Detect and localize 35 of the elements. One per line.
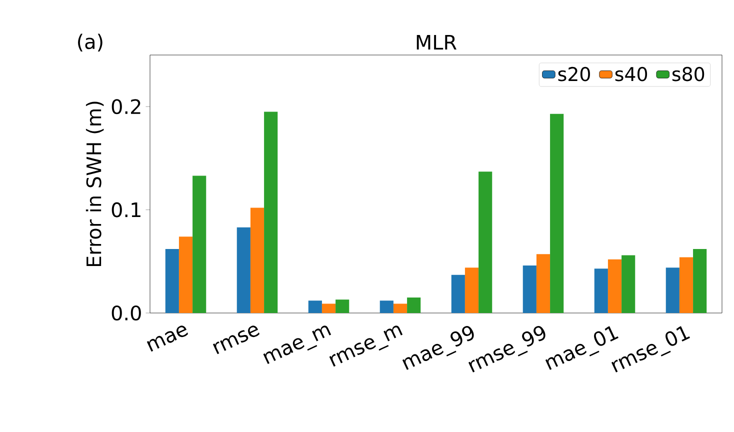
bar xyxy=(464,268,479,313)
x-tick-label: rmse xyxy=(212,326,260,354)
bar xyxy=(478,172,492,313)
bar xyxy=(393,304,408,313)
y-tick-label: 0.0 xyxy=(112,305,141,321)
bar xyxy=(407,298,421,313)
bar xyxy=(594,268,608,313)
y-axis-title: Error in SWH (m) xyxy=(86,102,104,266)
bar xyxy=(380,300,394,313)
y-tick-label: 0.2 xyxy=(112,99,140,114)
bar xyxy=(178,236,193,313)
legend-label: s20 xyxy=(558,66,590,82)
bar xyxy=(679,257,694,313)
bar xyxy=(250,208,264,313)
bar xyxy=(336,300,350,313)
bar xyxy=(236,227,250,313)
bar xyxy=(622,255,636,313)
bar xyxy=(165,249,179,313)
legend-label: s80 xyxy=(672,66,704,82)
bar xyxy=(522,266,536,313)
bar xyxy=(192,176,206,313)
bar xyxy=(308,300,322,313)
text: (a) xyxy=(78,34,102,52)
bar xyxy=(451,274,465,313)
bar xyxy=(550,114,564,313)
bar xyxy=(322,304,336,313)
bar xyxy=(608,259,622,313)
legend-label: s40 xyxy=(615,66,648,82)
x-tick-label: mae xyxy=(146,326,188,352)
y-tick-label: 0.1 xyxy=(112,202,140,218)
bar xyxy=(693,249,707,313)
bar xyxy=(264,112,278,313)
bar xyxy=(666,268,680,313)
bar xyxy=(536,254,550,313)
chart-title: MLR xyxy=(416,34,456,50)
